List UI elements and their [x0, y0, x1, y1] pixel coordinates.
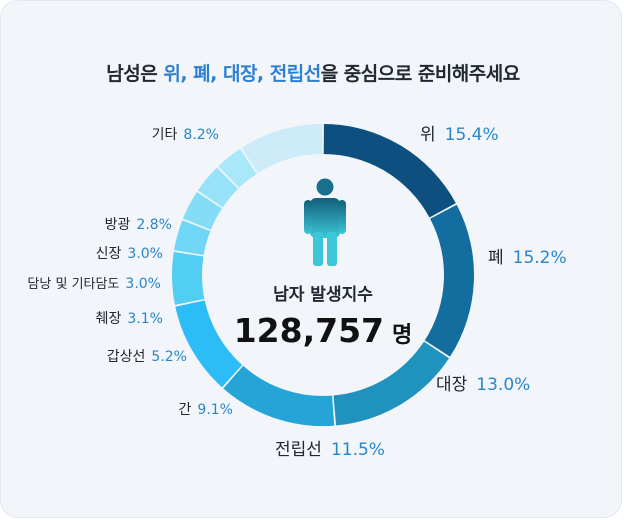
slice-labels: 위 15.4% 폐 15.2% 대장 13.0% 전립선 11.5% 간 9.1% 갑상선 5.2% 췌…: [27, 125, 566, 460]
label-name: 위: [420, 125, 436, 145]
center-total: 128,757 명: [234, 311, 413, 350]
center-unit: 명: [392, 323, 412, 348]
slice-췌장: [174, 220, 211, 256]
slice-대장: [333, 341, 450, 426]
label-percent: 3.0%: [127, 246, 163, 262]
label-name: 췌장: [96, 311, 122, 327]
slice-담낭-및-기타담도: [182, 192, 222, 230]
label-name: 대장: [436, 375, 468, 395]
slice-갑상선: [172, 251, 205, 305]
label-방광: 방광 2.8%: [105, 217, 172, 233]
label-percent: 15.4%: [445, 125, 499, 145]
label-name: 담낭 및 기타담도: [27, 277, 119, 292]
label-전립선: 전립선 11.5%: [275, 440, 385, 460]
label-간: 간 9.1%: [179, 402, 233, 418]
slice-전립선: [223, 365, 335, 427]
label-percent: 5.2%: [151, 349, 187, 365]
center-value: 128,757: [234, 311, 384, 350]
slice-폐: [424, 204, 475, 357]
slice-위: [323, 124, 456, 218]
slice-신장: [197, 167, 239, 208]
label-percent: 3.1%: [127, 311, 163, 327]
label-name: 신장: [96, 246, 122, 262]
label-기타: 기타 8.2%: [152, 127, 219, 143]
label-신장: 신장 3.0%: [96, 246, 163, 262]
male-person-icon: [304, 178, 346, 266]
headline-highlight: 위, 폐, 대장, 전립선: [163, 63, 321, 85]
label-name: 갑상선: [107, 349, 146, 365]
slice-기타: [241, 124, 323, 174]
label-percent: 2.8%: [136, 217, 172, 233]
label-폐: 폐 15.2%: [488, 248, 567, 268]
label-갑상선: 갑상선 5.2%: [107, 349, 187, 365]
label-name: 기타: [152, 127, 178, 143]
headline-suffix: 을 중심으로 준비해주세요: [320, 63, 521, 85]
label-percent: 8.2%: [183, 127, 219, 143]
headline-prefix: 남성은: [106, 63, 164, 85]
label-name: 간: [179, 402, 192, 418]
label-percent: 13.0%: [476, 375, 530, 395]
slice-간: [175, 300, 243, 388]
label-위: 위 15.4%: [420, 125, 499, 145]
slice-방광: [218, 148, 257, 188]
headline: 남성은 위, 폐, 대장, 전립선을 중심으로 준비해주세요: [1, 59, 621, 86]
label-name: 방광: [105, 217, 131, 233]
label-췌장: 췌장 3.1%: [96, 311, 163, 327]
label-percent: 9.1%: [197, 402, 233, 418]
label-percent: 11.5%: [331, 440, 385, 460]
donut-slices: [172, 124, 475, 427]
label-percent: 15.2%: [513, 248, 567, 268]
label-name: 폐: [488, 248, 504, 268]
center-label: 남자 발생지수: [273, 285, 373, 305]
label-담낭-및-기타담도: 담낭 및 기타담도 3.0%: [27, 276, 161, 292]
label-name: 전립선: [275, 440, 322, 460]
label-대장: 대장 13.0%: [436, 375, 530, 395]
label-percent: 3.0%: [125, 276, 161, 292]
